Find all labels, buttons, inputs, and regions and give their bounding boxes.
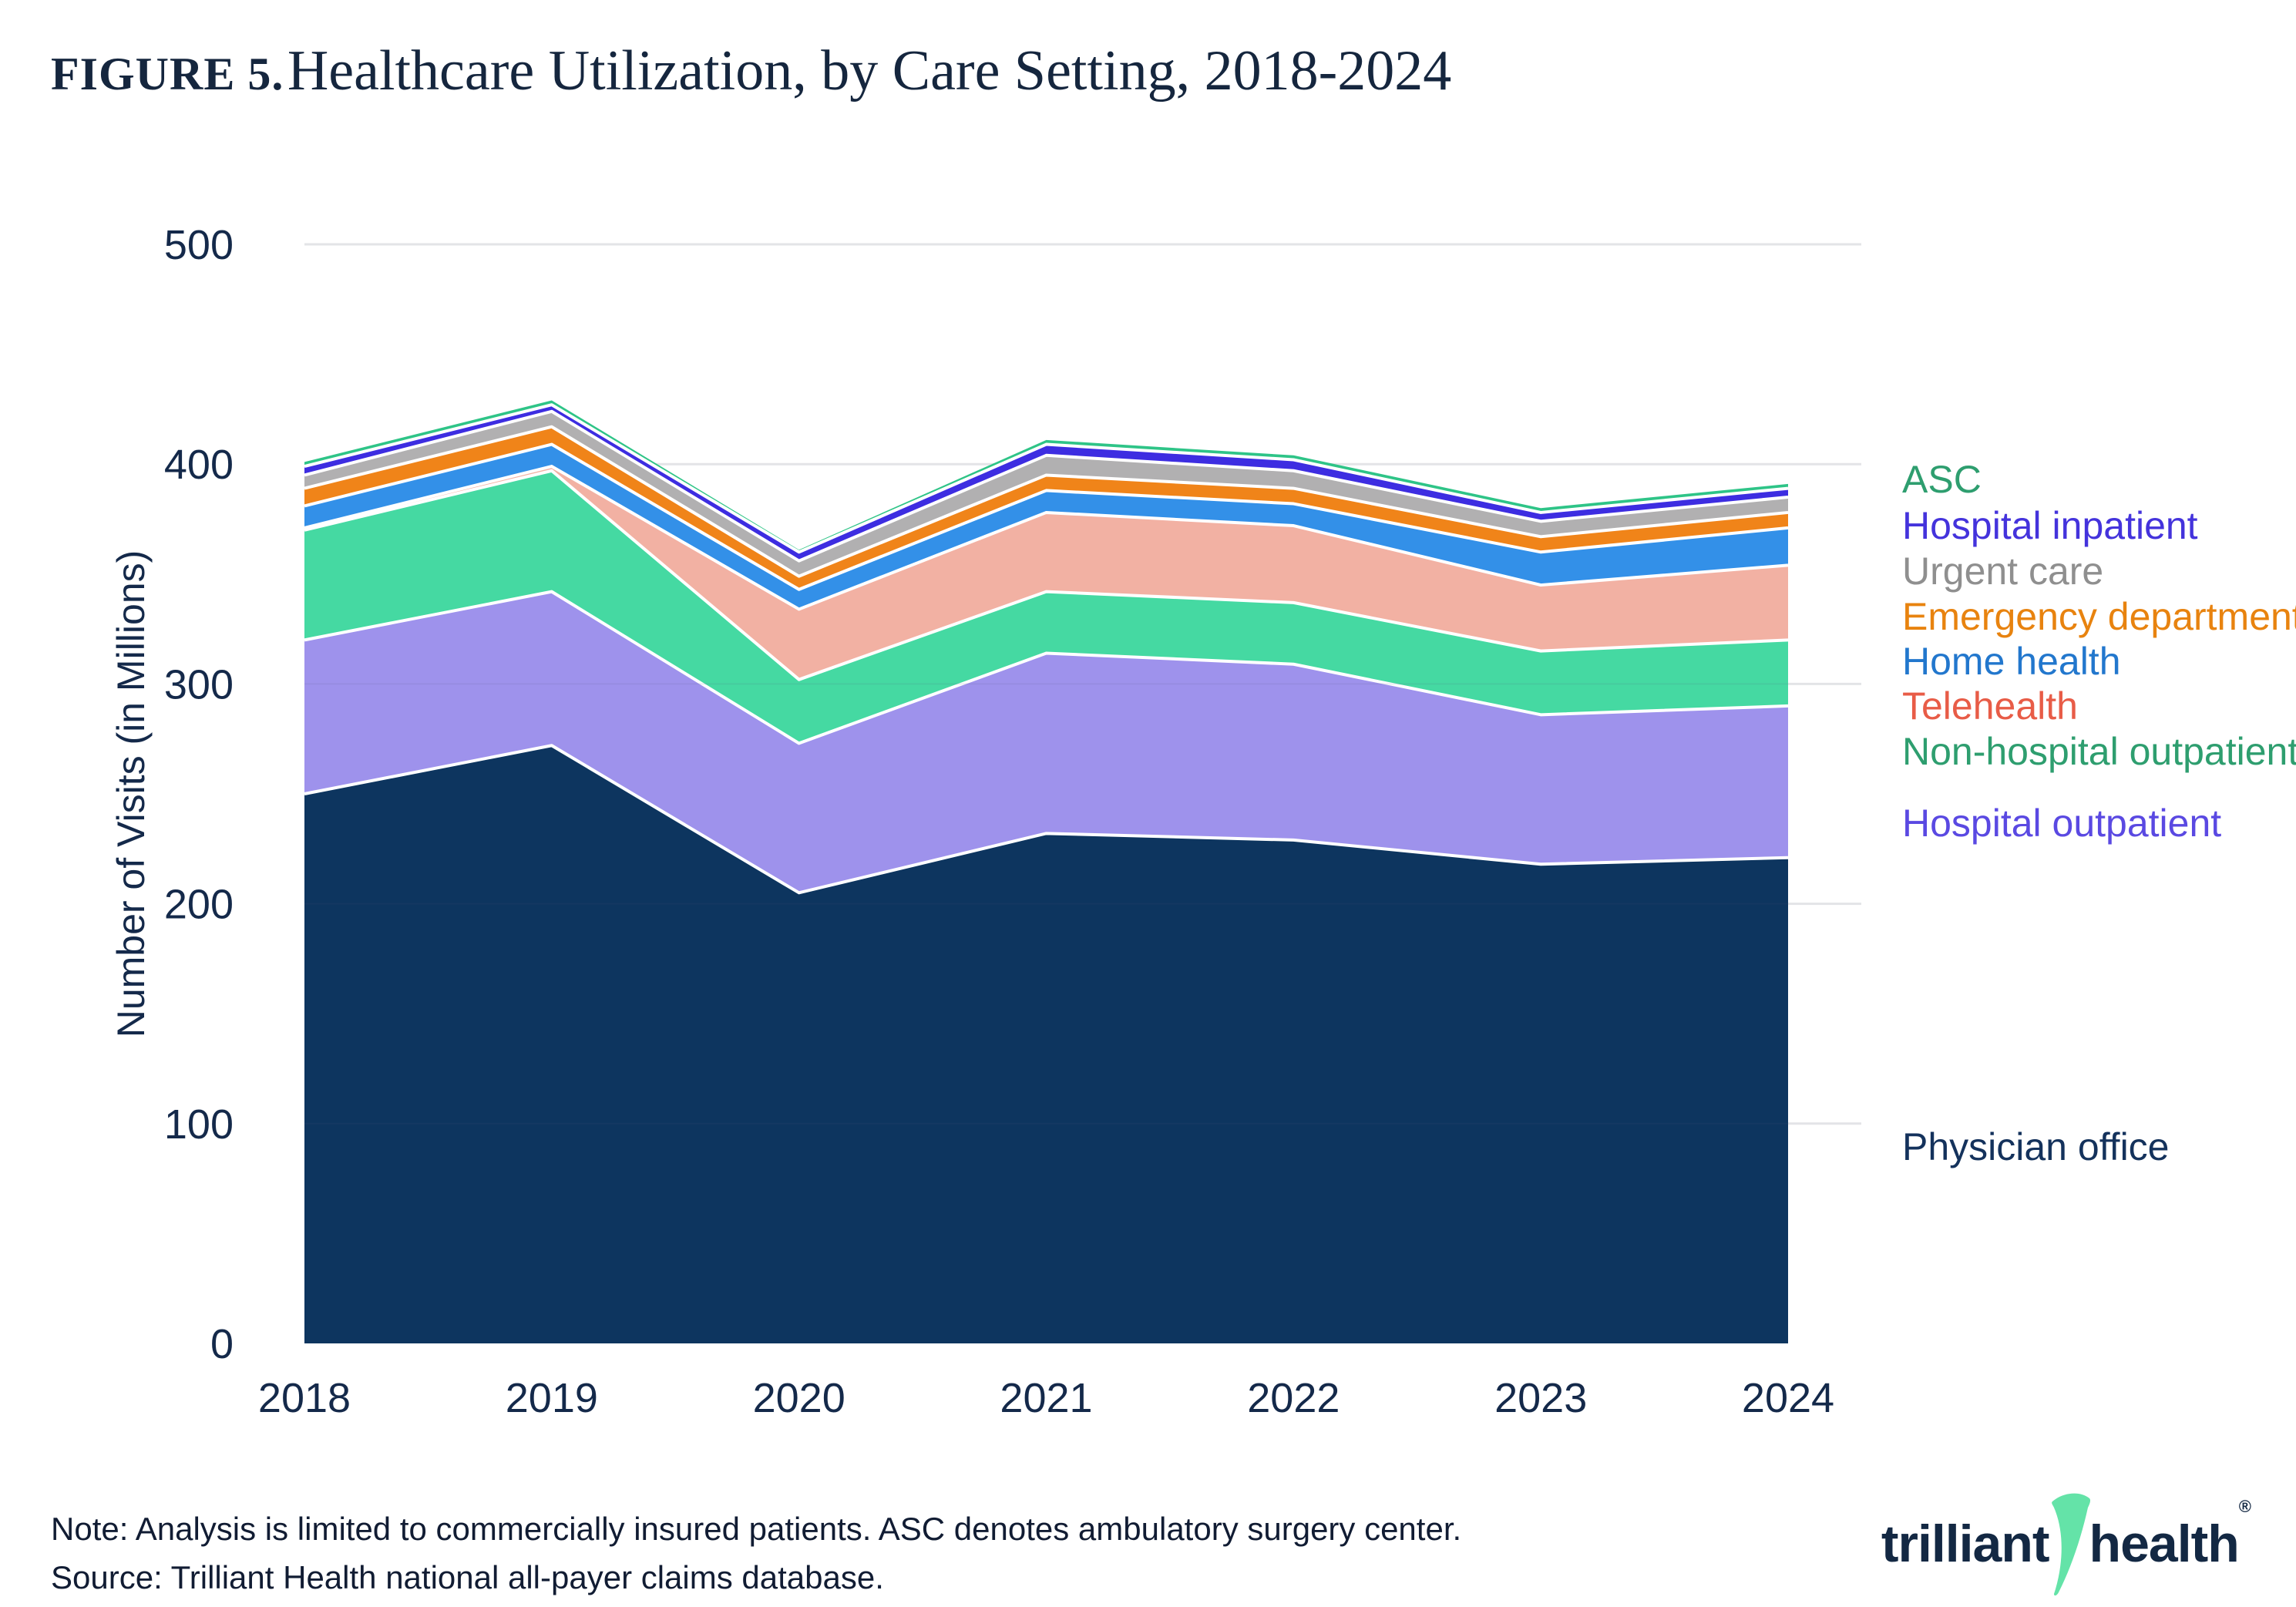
- x-tick-label-2022: 2022: [1247, 1375, 1340, 1421]
- legend-label-emergency-department: Emergency department: [1902, 595, 2296, 638]
- band-separator-0: [304, 744, 1789, 895]
- x-tick-label-2024: 2024: [1742, 1375, 1834, 1421]
- x-tick-label-2020: 2020: [753, 1375, 845, 1421]
- band-separator-3: [304, 465, 1789, 611]
- area-physician-office: [304, 745, 1788, 1343]
- y-tick-label-500: 500: [164, 222, 234, 268]
- footer-source: Source: Trilliant Health national all-pa…: [51, 1559, 884, 1595]
- y-tick-label-100: 100: [164, 1101, 234, 1148]
- y-axis-title: Number of Visits (in Millions): [109, 550, 153, 1038]
- band-separator-1: [304, 590, 1789, 745]
- band-separator-6: [304, 409, 1789, 563]
- y-tick-label-0: 0: [210, 1321, 234, 1367]
- figure-label: FIGURE 5.: [51, 49, 284, 99]
- y-tick-label-300: 300: [164, 661, 234, 708]
- legend-label-hospital-inpatient: Hospital inpatient: [1902, 504, 2198, 547]
- chart-legend: ASC Hospital inpatient Urgent care Emergenc…: [1902, 0, 2296, 1607]
- legend-label-asc: ASC: [1902, 458, 1982, 501]
- band-separator-7: [304, 403, 1789, 554]
- band-separator-5: [304, 425, 1789, 578]
- legend-label-non-hospital-outpatient: Non-hospital outpatient: [1902, 730, 2296, 773]
- y-tick-label-200: 200: [164, 882, 234, 928]
- page-title: Healthcare Utilization, by Care Setting,…: [287, 39, 1452, 103]
- band-separator-4: [304, 442, 1789, 591]
- footer-note: Note: Analysis is limited to commerciall…: [51, 1511, 1462, 1547]
- trilliant-health-logo: trilliant health ®: [1881, 1486, 2251, 1602]
- band-separator-2: [304, 469, 1789, 681]
- x-tick-label-2021: 2021: [1000, 1375, 1092, 1421]
- y-tick-label-400: 400: [164, 442, 234, 488]
- x-tick-label-2019: 2019: [506, 1375, 598, 1421]
- legend-label-hospital-outpatient: Hospital outpatient: [1902, 802, 2222, 845]
- trilliant-swoosh-icon: [2051, 1493, 2090, 1596]
- registered-mark: ®: [2238, 1497, 2251, 1516]
- logo-word-trilliant: trilliant: [1881, 1515, 2050, 1573]
- legend-label-telehealth: Telehealth: [1902, 684, 2078, 728]
- legend-label-home-health: Home health: [1902, 640, 2121, 683]
- logo-word-health: health: [2089, 1515, 2240, 1573]
- x-tick-label-2018: 2018: [258, 1375, 351, 1421]
- legend-label-urgent-care: Urgent care: [1902, 550, 2104, 593]
- x-tick-label-2023: 2023: [1494, 1375, 1587, 1421]
- footer-notes: Note: Analysis is limited to commerciall…: [51, 1504, 1461, 1602]
- legend-label-physician-office: Physician office: [1902, 1125, 2170, 1168]
- area-non-hospital-outpatient: [304, 470, 1788, 744]
- figure-title: FIGURE 5. Healthcare Utilization, by Car…: [51, 39, 1451, 104]
